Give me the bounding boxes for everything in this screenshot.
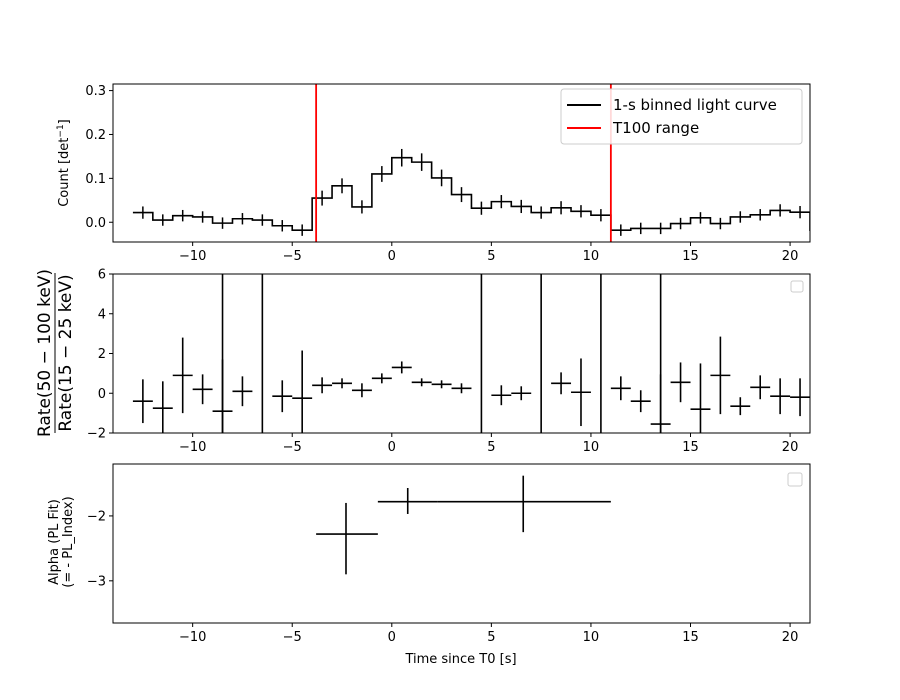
legend-entry-t100: T100 range xyxy=(612,119,699,137)
light-curve-marks xyxy=(132,84,810,242)
x-tick-label: 0 xyxy=(388,440,396,455)
x-tick-label: 15 xyxy=(682,630,699,645)
y-tick-label: 0.1 xyxy=(85,172,106,187)
x-tick-label: 0 xyxy=(388,630,396,645)
hardness-ratio-y-label: Rate(50 − 100 keV) Rate(15 − 25 keV) xyxy=(35,269,76,437)
hardness-ratio-numerator: Rate(50 − 100 keV) xyxy=(35,269,55,437)
x-tick-label: 10 xyxy=(583,440,600,455)
x-tick-label: 0 xyxy=(388,249,396,264)
light-curve-panel: −10 −5 0 5 10 15 200.00.10.20.3 Count [det−1] … xyxy=(56,83,811,264)
x-tick-label: 20 xyxy=(782,630,799,645)
light-curve-legend: 1-s binned light curve T100 range xyxy=(560,88,803,145)
legend-box xyxy=(560,88,803,145)
x-axis-label: Time since T0 [s] xyxy=(404,652,516,667)
x-tick-label: 5 xyxy=(487,440,495,455)
x-tick-label: 15 xyxy=(682,249,699,264)
x-tick-label: 5 xyxy=(487,630,495,645)
y-tick-label: −2 xyxy=(87,509,106,524)
light-curve-y-label: Count [det−1] xyxy=(56,119,72,207)
empty-legend-box xyxy=(790,280,804,293)
x-tick-label: −10 xyxy=(179,630,206,645)
hardness-ratio-ticks: −10 −5 0 5 10 15 20 −2 0 2 4 6 xyxy=(87,268,799,456)
x-tick-label: 10 xyxy=(583,630,600,645)
photon-index-ticks: −10 −5 0 5 10 15 20 −3 −2 xyxy=(87,509,799,645)
y-tick-label: 0.3 xyxy=(85,84,106,99)
x-tick-label: 5 xyxy=(487,249,495,264)
y-tick-label: 0 xyxy=(98,387,106,402)
hardness-ratio-marks xyxy=(132,274,810,433)
hardness-ratio-denominator: Rate(15 − 25 keV) xyxy=(56,274,76,431)
empty-legend-box xyxy=(787,472,803,487)
x-tick-label: −5 xyxy=(283,440,302,455)
legend-entry-light-curve: 1-s binned light curve xyxy=(613,96,777,114)
x-tick-label: 20 xyxy=(782,249,799,264)
x-tick-label: −5 xyxy=(283,630,302,645)
y-tick-label: −2 xyxy=(87,427,106,442)
x-tick-label: 20 xyxy=(782,440,799,455)
light-curve-frame xyxy=(112,83,811,243)
y-tick-label: 0.2 xyxy=(85,128,106,143)
photon-index-marks xyxy=(316,475,611,575)
y-tick-label: 4 xyxy=(98,307,106,322)
light-curve-ticks: −10 −5 0 5 10 15 20 0.0 0.1 0.2 0.3 xyxy=(85,84,798,264)
hardness-ratio-panel: −10 −5 0 5 10 15 20 −2 0 2 4 6 Rate(50 − 100 keV) R… xyxy=(35,268,811,456)
x-tick-label: 10 xyxy=(583,249,600,264)
x-tick-label: 15 xyxy=(682,440,699,455)
photon-index-frame xyxy=(112,463,811,624)
x-tick-label: −5 xyxy=(283,249,302,264)
y-tick-label: 2 xyxy=(98,347,106,362)
y-tick-label: 6 xyxy=(98,268,106,283)
x-tick-label: −10 xyxy=(179,440,206,455)
hardness-ratio-frame xyxy=(112,273,811,434)
photon-index-y-label-line1: Alpha (PL Fit) xyxy=(47,499,62,585)
light-curve-step-line xyxy=(132,156,810,232)
x-tick-label: −10 xyxy=(179,249,206,264)
y-tick-label: −3 xyxy=(87,574,106,589)
photon-index-panel: −10 −5 0 5 10 15 20 −3 −2 Alpha (PL Fit) (= - PL… xyxy=(47,463,811,667)
y-tick-label: 0.0 xyxy=(85,216,106,231)
photon-index-y-label-line2: (= - PL_Index) xyxy=(61,496,76,587)
